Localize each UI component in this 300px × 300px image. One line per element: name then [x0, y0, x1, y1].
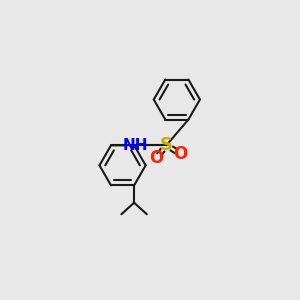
Text: S: S	[160, 136, 173, 154]
Text: NH: NH	[122, 138, 148, 153]
Text: O: O	[149, 149, 163, 167]
Text: O: O	[173, 145, 188, 163]
